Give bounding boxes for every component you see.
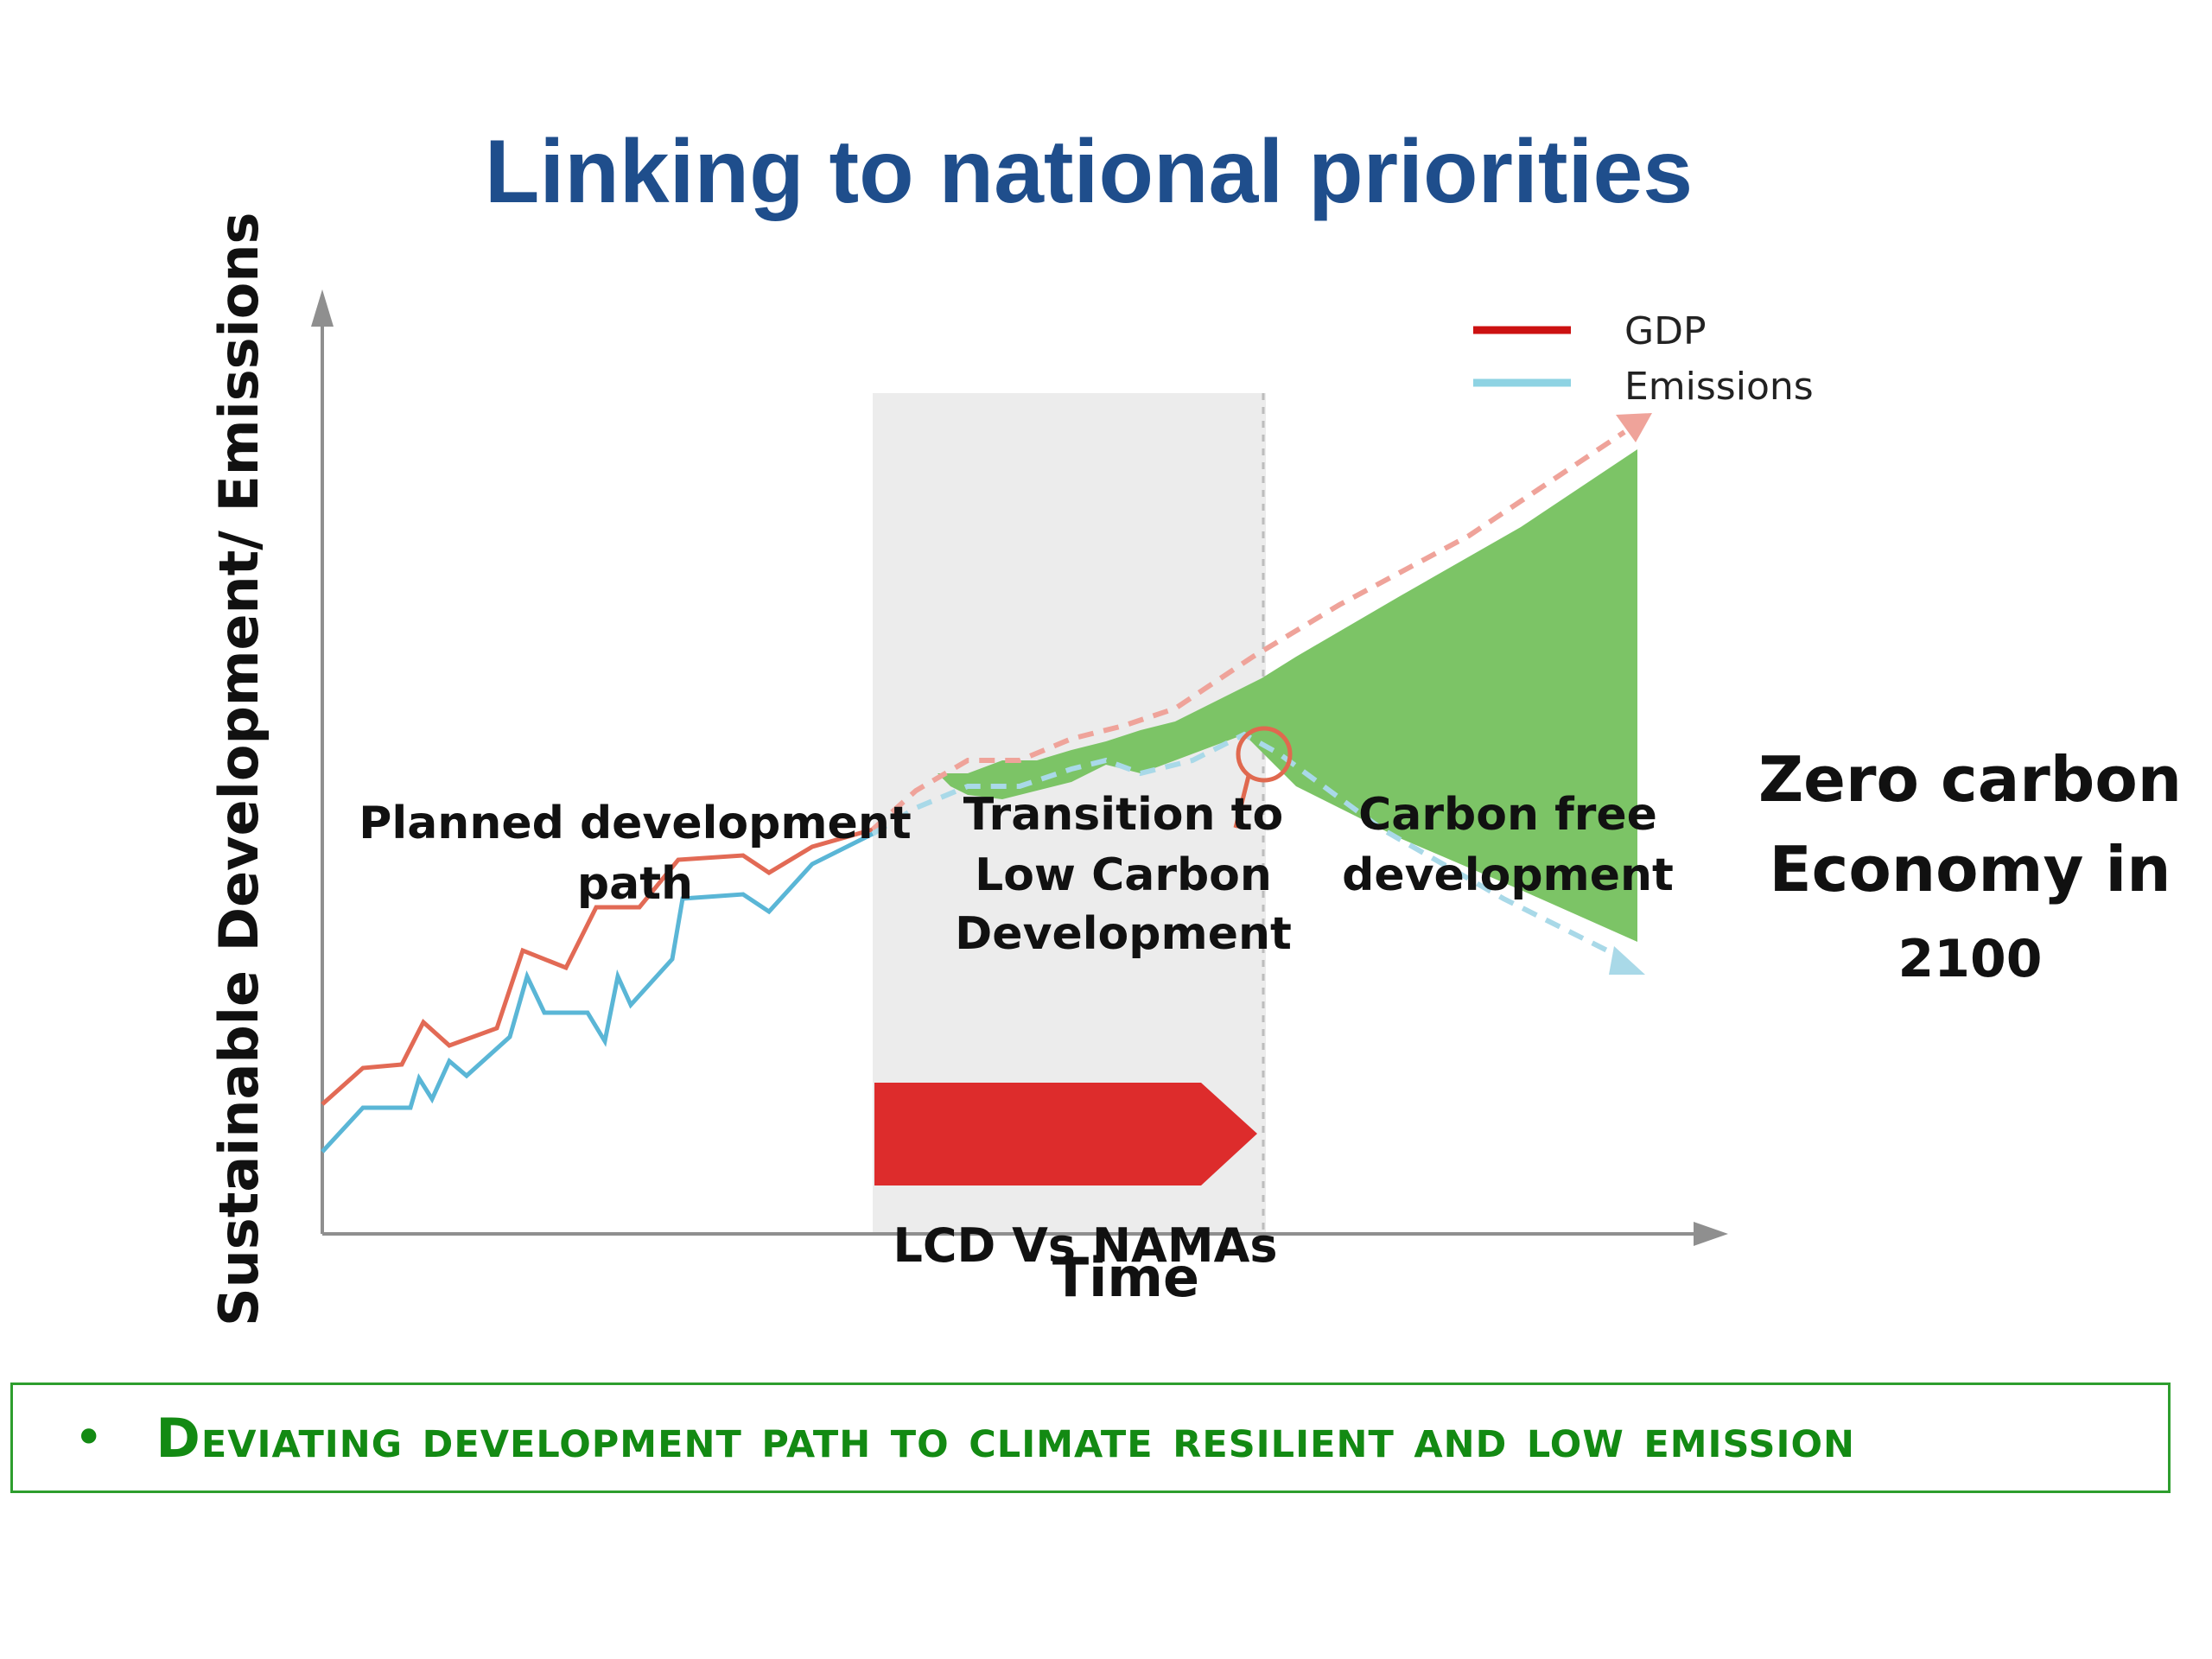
transition-label-line1: Transition to xyxy=(963,789,1283,841)
planned-path-label-line1: Planned development xyxy=(359,798,911,849)
emissions-line-historical xyxy=(321,831,874,1154)
zero-carbon-line3: 2100 xyxy=(1897,929,2043,989)
legend-emissions-label: Emissions xyxy=(1624,365,1814,409)
y-axis-label: Sustainable Development/ Emissions xyxy=(207,213,270,1326)
bullet-icon: • xyxy=(73,1408,105,1468)
gdp-line-projected xyxy=(870,429,1626,832)
zero-carbon-callout: Zero carbon Economy in 2100 xyxy=(1728,734,2212,1004)
key-message-box: • Deviating development path to climate … xyxy=(10,1382,2171,1493)
x-axis-arrow-head xyxy=(1694,1222,1728,1246)
x-axis-label: Time xyxy=(1052,1246,1199,1309)
legend-gdp-label: GDP xyxy=(1624,309,1707,353)
decoupling-gap-area xyxy=(938,449,1637,942)
y-axis-arrow-head xyxy=(311,289,334,327)
zero-carbon-line1: Zero carbon xyxy=(1758,743,2183,816)
gdp-line-historical xyxy=(321,827,874,1106)
lcd-vs-namas-label: LCD Vs NAMAs xyxy=(893,1218,1277,1273)
slide-title: Linking to national priorities xyxy=(484,122,1694,222)
carbon-free-label-line2: development xyxy=(1342,849,1674,901)
carbon-free-label-line1: Carbon free xyxy=(1358,789,1657,841)
legend: GDP Emissions xyxy=(1473,309,1814,409)
zero-carbon-line2: Economy in xyxy=(1769,833,2171,906)
emissions-line-projected xyxy=(871,731,1626,962)
transition-label-line2: Low Carbon xyxy=(975,849,1272,901)
peak-magnifier-circle xyxy=(1236,726,1293,783)
transition-label-line3: Development xyxy=(955,908,1292,960)
key-message-text: Deviating development path to climate re… xyxy=(156,1406,1856,1470)
gdp-arrow-head xyxy=(1616,413,1652,442)
lcd-arrow-block xyxy=(874,1083,1257,1185)
peak-magnifier-handle xyxy=(1233,775,1251,829)
emissions-arrow-head xyxy=(1609,946,1645,975)
planned-path-label-line2: path xyxy=(577,858,693,910)
